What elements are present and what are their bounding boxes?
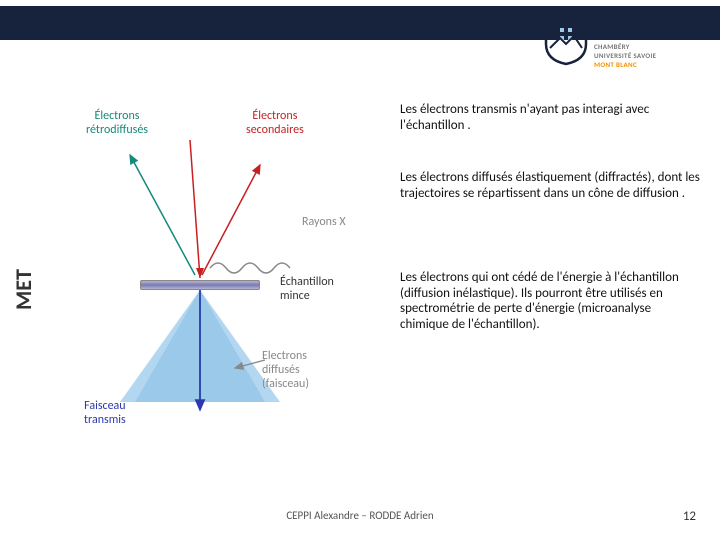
- footer-authors: CEPPI Alexandre – RODDE Adrien: [0, 509, 720, 522]
- diagram: Électrons rétrodiffusés Électrons second…: [50, 110, 370, 430]
- label-diffuses: Electrons diffusés (faisceau): [262, 350, 309, 391]
- logo: IUT CHAMBÉRY UNIVERSITÉ SAVOIE MONT BLAN…: [538, 4, 708, 76]
- paragraph-2: Les électrons diffusés élastiquement (di…: [400, 170, 700, 201]
- logo-sub3: MONT BLANC: [594, 60, 637, 69]
- paragraph-3: Les électrons qui ont cédé de l'énergie …: [400, 270, 700, 332]
- label-retrodiffuses: Électrons rétrodiffusés: [86, 110, 148, 138]
- paragraph-1: Les électrons transmis n'ayant pas inter…: [400, 102, 700, 133]
- sample-bar: [140, 280, 260, 290]
- page-number: 12: [683, 509, 696, 524]
- met-label: MET: [10, 269, 37, 310]
- logo-iut-text: IUT: [594, 10, 628, 42]
- logo-sub1: CHAMBÉRY: [594, 42, 630, 51]
- label-echantillon: Échantillon mince: [280, 276, 334, 304]
- label-faisceau-transmis: Faisceau transmis: [84, 400, 126, 428]
- label-rayonsx: Rayons X: [302, 216, 346, 230]
- diagram-svg: [50, 110, 370, 430]
- label-secondaires: Électrons secondaires: [246, 110, 304, 138]
- shield-icon: [544, 8, 588, 66]
- logo-sub2: UNIVERSITÉ SAVOIE: [594, 51, 656, 60]
